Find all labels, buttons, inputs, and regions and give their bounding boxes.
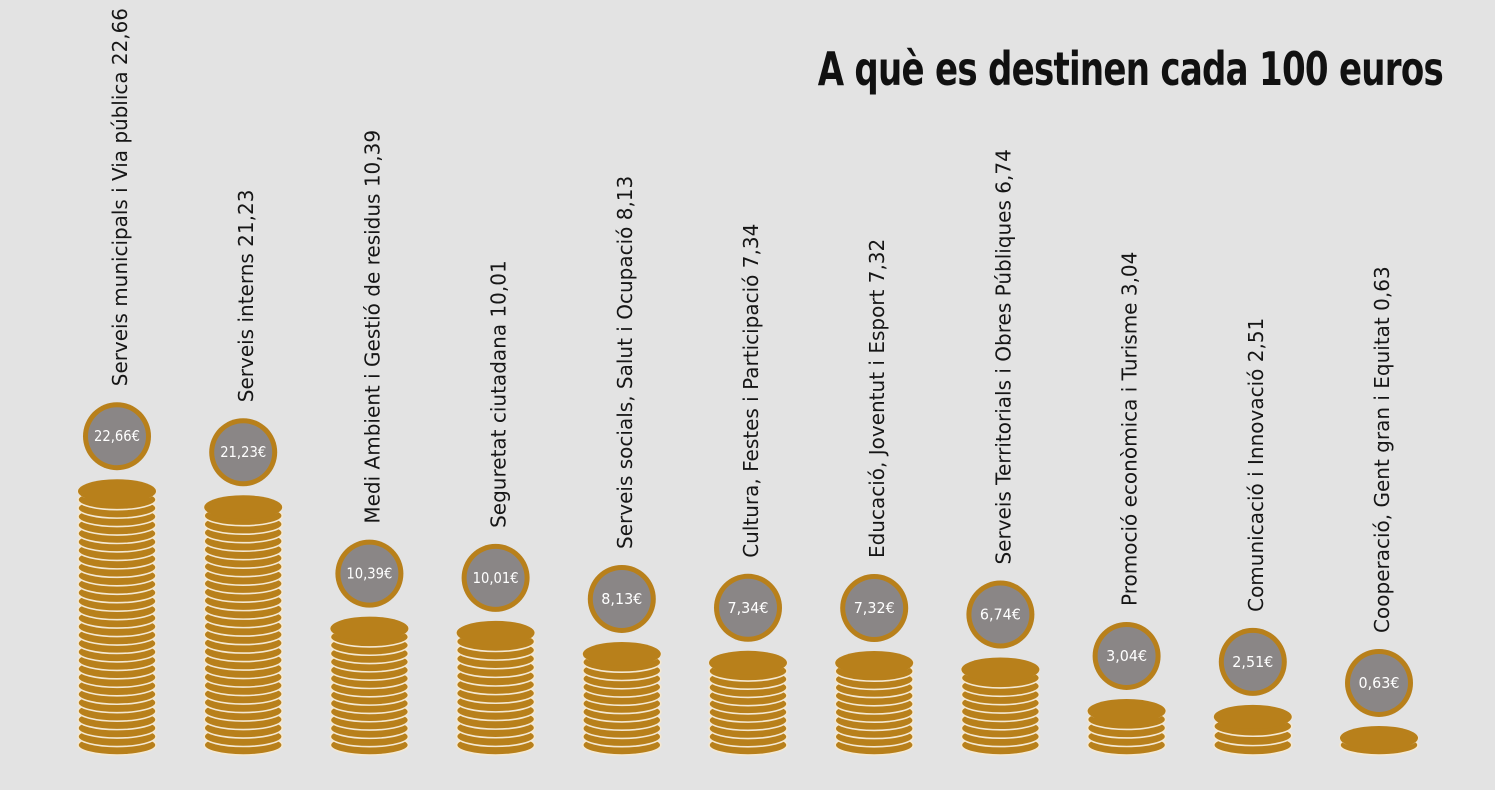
bar-group: 2,51€ Comunicació i Innovació 2,51 [1213, 318, 1293, 756]
category-label: Promoció econòmica i Turisme 3,04 [1118, 252, 1142, 606]
coin-top [78, 479, 156, 504]
value-badge [340, 544, 399, 603]
value-badge [214, 423, 273, 482]
value-badge [719, 578, 777, 637]
category-label: Educació, Joventut i Esport 7,32 [865, 239, 889, 558]
bar-group: 7,32€ Educació, Joventut i Esport 7,32 [834, 239, 915, 756]
value-badge [1097, 626, 1156, 685]
category-label: Comunicació i Innovació 2,51 [1244, 318, 1268, 612]
category-label: Serveis interns 21,23 [234, 190, 258, 403]
bar-group: 22,66€ Serveis municipals i Via pública 2… [77, 8, 157, 756]
value-badge-label: 10,39€ [346, 565, 392, 583]
category-label: Cultura, Festes i Participació 7,34 [739, 224, 763, 558]
bar-group: 21,23€ Serveis interns 21,23 [203, 190, 283, 756]
category-label: Cooperació, Gent gran i Equitat 0,63 [1370, 266, 1394, 633]
value-badge [88, 407, 146, 466]
value-badge [971, 585, 1030, 644]
category-label: Serveis socials, Salut i Ocupació 8,13 [613, 176, 637, 549]
coin-top [204, 495, 283, 520]
coin-top [709, 650, 787, 675]
value-badge-label: 2,51€ [1232, 653, 1273, 671]
value-badge-label: 6,74€ [980, 606, 1021, 624]
category-label: Medi Ambient i Gestió de residus 10,39 [360, 130, 384, 524]
coin-top [835, 651, 914, 676]
bar-group: 10,01€ Seguretat ciutadana 10,01 [455, 260, 536, 756]
bar-group: 3,04€ Promoció econòmica i Turisme 3,04 [1086, 252, 1167, 756]
bar-group: 6,74€ Serveis Territorials i Obres Públiq… [960, 149, 1041, 756]
category-label: Serveis Territorials i Obres Públiques 6… [991, 149, 1015, 564]
coin-top [330, 616, 409, 641]
value-badge [466, 548, 525, 607]
value-badge-label: 8,13€ [601, 590, 642, 608]
bar-group: 10,39€ Medi Ambient i Gestió de residus 1… [329, 130, 410, 756]
chart-title: A què es destinen cada 100 euros [817, 42, 1444, 96]
value-badge-label: 3,04€ [1106, 647, 1147, 665]
value-badge-label: 21,23€ [220, 443, 266, 461]
value-badge-label: 7,32€ [854, 599, 895, 617]
bar-group: 8,13€ Serveis socials, Salut i Ocupació 8… [581, 176, 662, 756]
coin-top [961, 657, 1040, 682]
value-badge [592, 569, 651, 628]
coin-top [1087, 698, 1166, 723]
category-label: Seguretat ciutadana 10,01 [487, 260, 511, 528]
coin-top [456, 620, 535, 645]
value-badge [1350, 653, 1408, 712]
value-badge [1223, 632, 1282, 691]
category-label: Serveis municipals i Via pública 22,66 [108, 8, 132, 386]
value-badge-label: 10,01€ [473, 569, 519, 587]
value-badge [845, 579, 904, 638]
coin-top [1213, 704, 1292, 729]
value-badge-label: 0,63€ [1359, 674, 1400, 692]
value-badge-label: 22,66€ [94, 427, 140, 445]
bar-group: 7,34€ Cultura, Festes i Participació 7,34 [708, 224, 788, 756]
bar-group: 0,63€ Cooperació, Gent gran i Equitat 0,6… [1339, 266, 1419, 756]
coin-top [1340, 725, 1418, 750]
coin-top [582, 641, 661, 666]
value-badge-label: 7,34€ [728, 599, 769, 617]
